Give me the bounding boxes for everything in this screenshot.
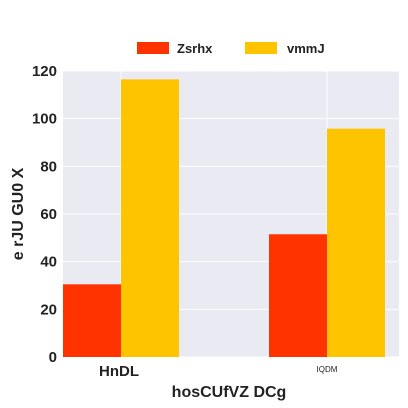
y-tick-label: 80 [40, 158, 57, 175]
y-tick-labels: 0 20 40 60 80 100 120 [32, 63, 57, 366]
bar-vmmJ-HnDL [121, 79, 179, 357]
y-tick-label: 0 [49, 349, 57, 366]
x-axis-label: hosCUfVZ DCg [172, 384, 287, 401]
bar-Zsrhx-IQDM [269, 234, 327, 357]
bar-vmmJ-IQDM [327, 128, 385, 357]
legend-label-Zsrhx: Zsrhx [177, 41, 213, 56]
x-tick-label: IQDM [317, 365, 338, 374]
y-tick-label: 40 [40, 254, 57, 271]
y-tick-label: 20 [40, 301, 57, 318]
y-tick-label: 100 [32, 111, 57, 128]
legend-swatch-vmmJ [245, 42, 277, 54]
y-tick-label: 60 [40, 206, 57, 223]
legend-swatch-Zsrhx [137, 42, 169, 54]
legend: Zsrhx vmmJ [137, 41, 325, 56]
legend-label-vmmJ: vmmJ [287, 41, 325, 56]
y-tick-label: 120 [32, 63, 57, 80]
x-tick-label: HnDL [99, 363, 139, 380]
bar-Zsrhx-HnDL [63, 284, 121, 357]
y-axis-label: e rJU GU0 X [10, 167, 27, 260]
bars [63, 79, 385, 357]
x-tick-labels: HnDL IQDM [99, 363, 338, 380]
